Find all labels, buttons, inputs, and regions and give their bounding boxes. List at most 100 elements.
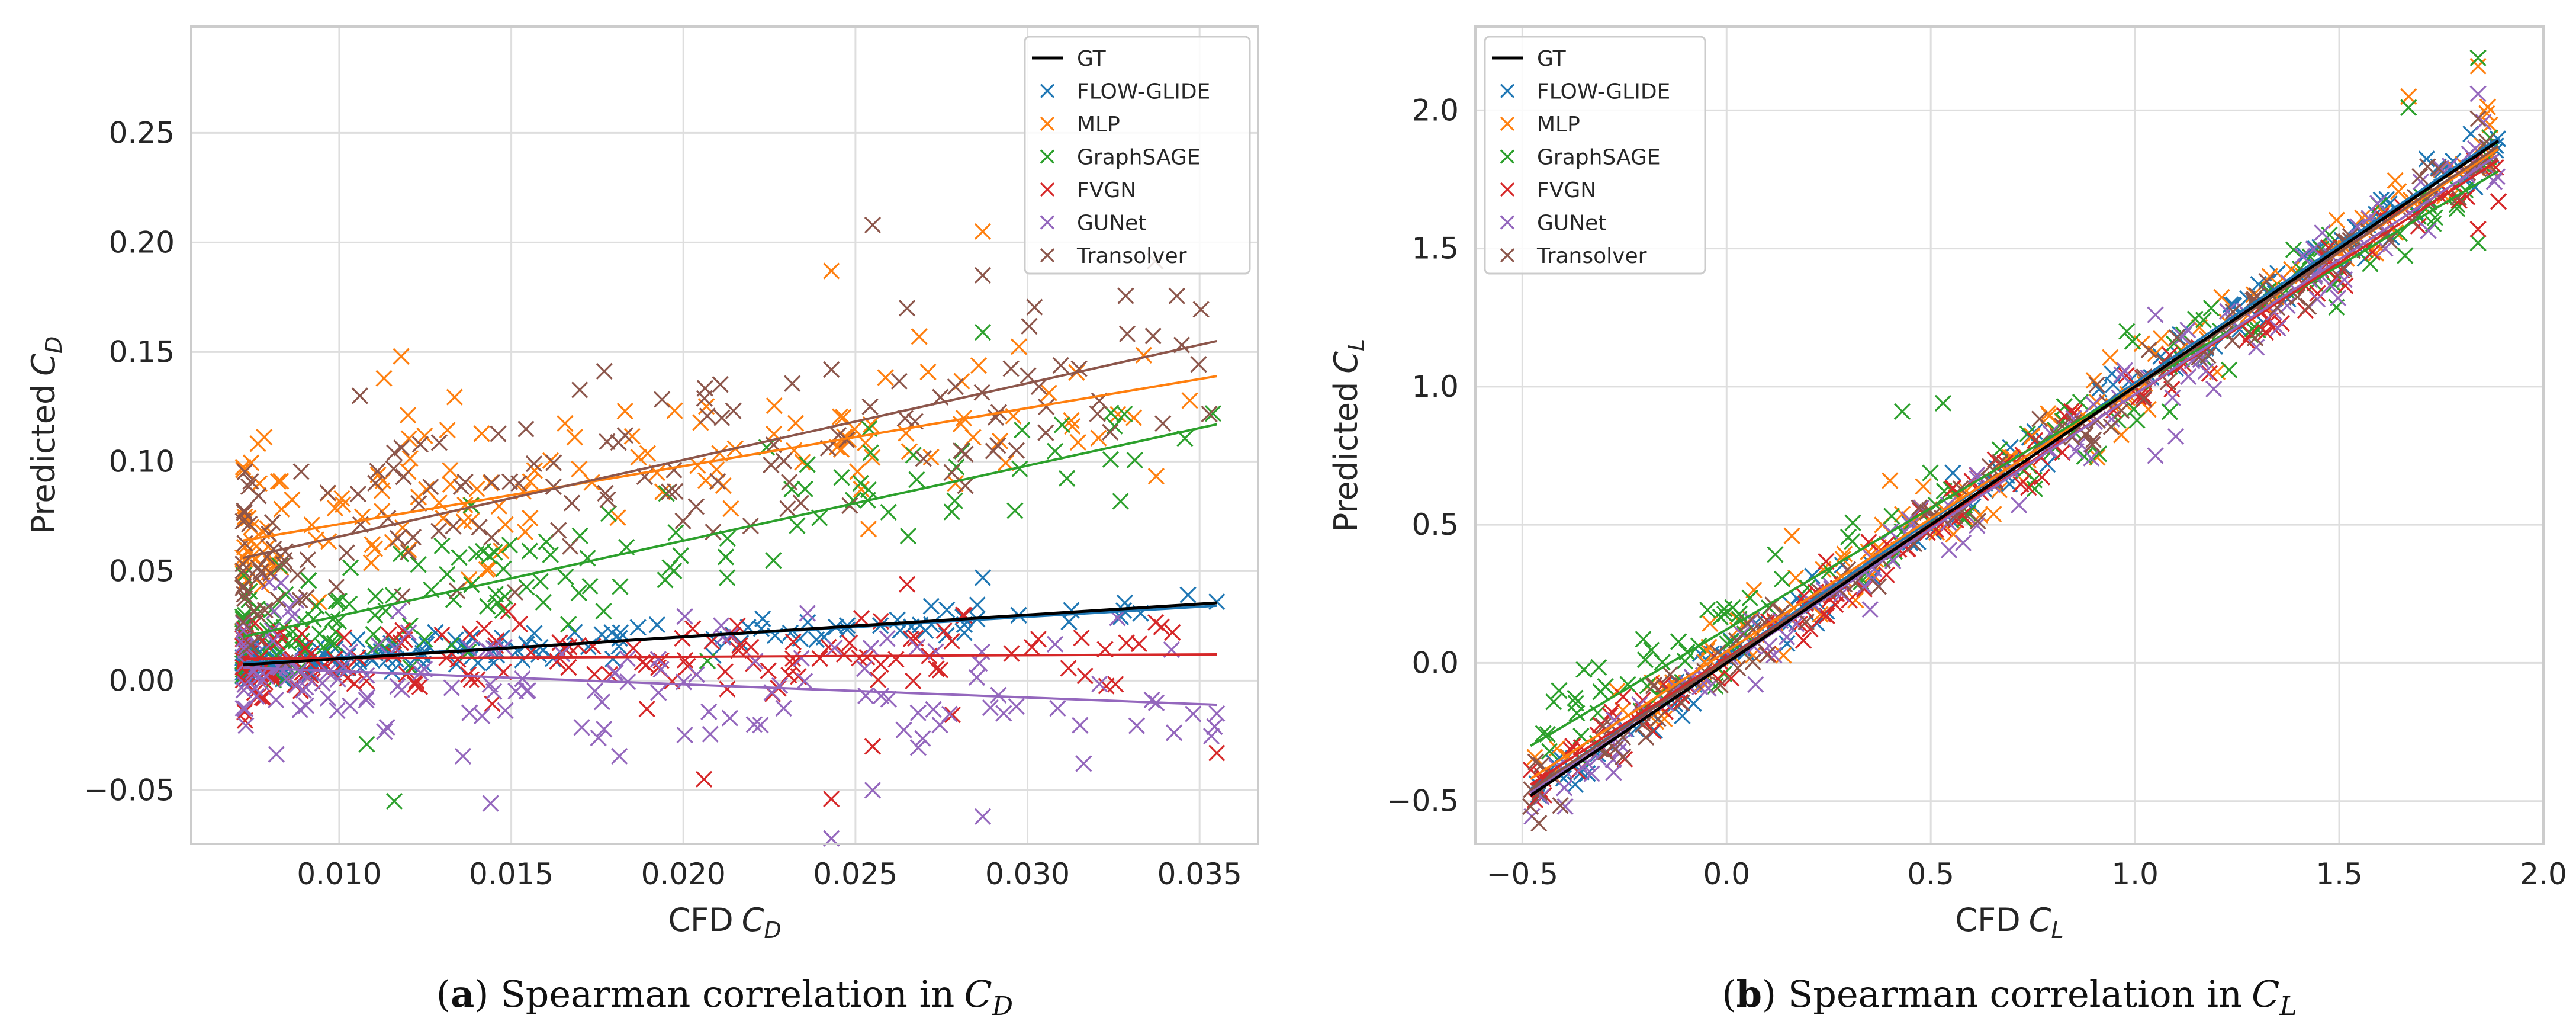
data-point-fvgn bbox=[1818, 607, 1835, 625]
data-point-gunet bbox=[2475, 114, 2492, 131]
data-point-transolver bbox=[1992, 454, 2009, 471]
data-point-graphsage bbox=[899, 528, 917, 545]
data-point-transolver bbox=[389, 529, 406, 547]
data-point-gunet bbox=[596, 721, 613, 738]
data-point-transolver bbox=[599, 433, 616, 450]
data-point-fvgn bbox=[236, 704, 253, 721]
data-point-mlp bbox=[840, 431, 857, 448]
data-point-transolver bbox=[898, 300, 916, 317]
data-point-mlp bbox=[970, 357, 988, 374]
data-point-gunet bbox=[359, 689, 376, 706]
data-point-flow-glide bbox=[782, 624, 799, 641]
data-point-transolver bbox=[784, 375, 801, 392]
data-point-graphsage bbox=[1699, 601, 1716, 619]
data-point-gunet bbox=[278, 670, 295, 688]
data-point-fvgn bbox=[870, 671, 887, 689]
data-point-flow-glide bbox=[526, 625, 543, 642]
data-point-flow-glide bbox=[1944, 464, 1961, 481]
data-point-mlp bbox=[1526, 749, 1543, 766]
data-point-transolver bbox=[2140, 341, 2157, 359]
data-point-gunet bbox=[460, 639, 478, 657]
data-point-mlp bbox=[2085, 372, 2102, 389]
data-point-gunet bbox=[2205, 380, 2223, 397]
data-point-fvgn bbox=[2363, 243, 2381, 261]
data-point-transolver bbox=[261, 525, 278, 542]
data-point-flow-glide bbox=[593, 626, 610, 643]
data-point-graphsage bbox=[946, 492, 963, 509]
fit-line-transolver bbox=[242, 339, 1217, 560]
data-point-flow-glide bbox=[604, 650, 622, 667]
data-point-transolver bbox=[665, 461, 683, 479]
data-point-mlp bbox=[766, 397, 783, 415]
data-point-mlp bbox=[639, 445, 657, 462]
data-point-graphsage bbox=[468, 545, 485, 563]
data-point-gunet bbox=[856, 660, 873, 677]
data-point-mlp bbox=[1836, 545, 1853, 563]
data-point-fvgn bbox=[2337, 277, 2354, 294]
data-point-mlp bbox=[654, 483, 671, 500]
data-point-mlp bbox=[1847, 592, 1864, 609]
data-point-gunet bbox=[454, 747, 472, 765]
data-point-mlp bbox=[857, 434, 874, 451]
data-point-transolver bbox=[242, 473, 259, 490]
data-point-transolver bbox=[1144, 327, 1162, 345]
data-point-transolver bbox=[1038, 398, 1055, 416]
x-tick-label: 0.010 bbox=[297, 857, 381, 891]
data-point-mlp bbox=[516, 524, 534, 541]
data-point-transolver bbox=[1594, 717, 1612, 735]
data-point-mlp bbox=[1699, 642, 1716, 660]
data-point-graphsage bbox=[1619, 676, 1636, 693]
data-point-mlp bbox=[794, 454, 811, 471]
data-point-gunet bbox=[370, 637, 387, 654]
data-point-gunet bbox=[234, 699, 252, 717]
data-point-fvgn bbox=[406, 676, 423, 693]
data-point-gunet bbox=[1747, 676, 1764, 693]
x-tick-label: −0.5 bbox=[1487, 857, 1558, 891]
data-point-transolver bbox=[2419, 158, 2436, 175]
data-point-fvgn bbox=[2309, 285, 2326, 302]
data-point-gunet bbox=[291, 663, 308, 680]
data-point-transolver bbox=[319, 484, 336, 502]
data-point-mlp bbox=[307, 531, 324, 548]
data-point-transolver bbox=[699, 407, 716, 425]
data-point-transolver bbox=[1745, 621, 1762, 638]
data-point-transolver bbox=[792, 494, 809, 512]
legend-marker-gunet bbox=[1500, 215, 1515, 230]
data-point-graphsage bbox=[358, 736, 375, 753]
data-point-graphsage bbox=[518, 579, 535, 596]
data-point-mlp bbox=[526, 462, 543, 479]
data-point-graphsage bbox=[1112, 493, 1129, 510]
data-point-fvgn bbox=[346, 675, 363, 692]
data-point-gunet bbox=[2321, 277, 2339, 294]
data-point-fvgn bbox=[898, 576, 916, 593]
data-point-mlp bbox=[416, 427, 433, 445]
data-point-transolver bbox=[890, 373, 908, 390]
data-point-graphsage bbox=[2076, 448, 2093, 465]
legend-label-transolver: Transolver bbox=[1076, 244, 1187, 268]
data-point-graphsage bbox=[1567, 689, 1584, 707]
data-point-transolver bbox=[395, 468, 412, 486]
data-point-transolver bbox=[1744, 653, 1761, 670]
data-point-gunet bbox=[895, 721, 912, 738]
data-point-transolver bbox=[674, 512, 692, 529]
data-point-fvgn bbox=[676, 651, 694, 669]
data-point-graphsage bbox=[908, 471, 925, 489]
data-point-gunet bbox=[982, 699, 999, 717]
y-tick-label: 0.25 bbox=[109, 115, 175, 150]
data-point-flow-glide bbox=[956, 624, 973, 641]
data-point-fvgn bbox=[784, 633, 802, 651]
data-point-gunet bbox=[590, 729, 607, 747]
legend-box bbox=[1484, 36, 1706, 275]
data-point-graphsage bbox=[789, 517, 806, 534]
data-point-gunet bbox=[573, 719, 590, 736]
data-point-fvgn bbox=[638, 701, 655, 718]
data-point-gunet bbox=[2147, 447, 2164, 464]
x-tick-label: 0.030 bbox=[985, 857, 1070, 891]
data-point-transolver bbox=[957, 445, 974, 463]
data-point-gunet bbox=[968, 669, 986, 686]
legend-label-mlp: MLP bbox=[1537, 113, 1580, 137]
data-point-transolver bbox=[422, 479, 439, 496]
data-point-transolver bbox=[1728, 632, 1745, 650]
data-point-mlp bbox=[823, 262, 840, 280]
data-point-graphsage bbox=[277, 586, 294, 603]
